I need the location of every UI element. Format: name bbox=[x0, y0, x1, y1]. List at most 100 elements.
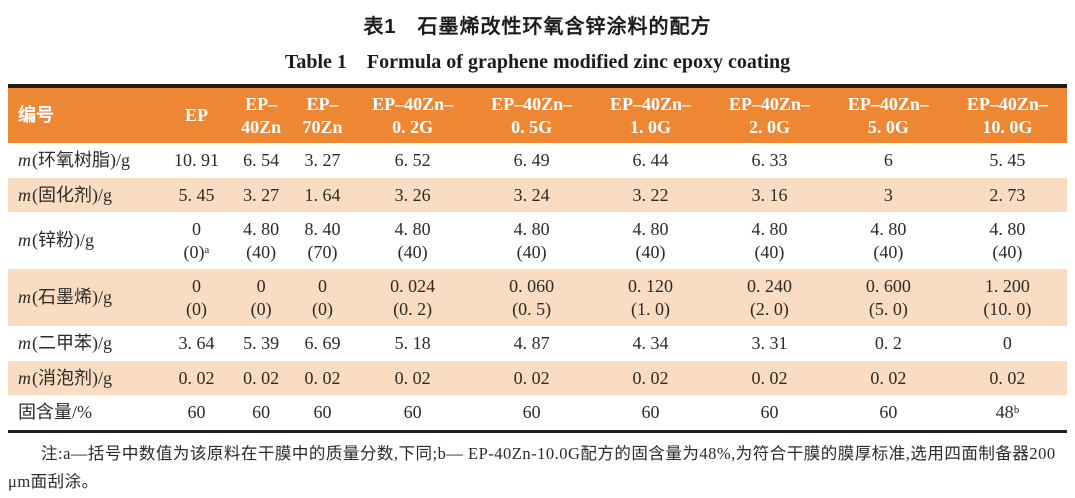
table-cell: 60 bbox=[403, 402, 422, 422]
table-row: m(环氧树脂)/g 10. 91 6. 54 3. 27 6. 52 6. 49 6. 44… bbox=[8, 143, 1067, 178]
table-cell: 0 (0) bbox=[312, 276, 333, 319]
table-cell: 6. 33 bbox=[751, 150, 788, 170]
column-header-sample: EP– 70Zn bbox=[291, 86, 354, 143]
table-cell: 60 bbox=[879, 402, 898, 422]
table-cell: 3. 27 bbox=[304, 150, 341, 170]
column-header-sample: EP–40Zn– 0. 5G bbox=[472, 86, 592, 143]
table-row: m(固化剂)/g 5. 45 3. 27 1. 64 3. 26 3. 24 3. 22 3.… bbox=[8, 177, 1067, 212]
table-cell: 6. 44 bbox=[632, 150, 669, 170]
column-header-sample: EP bbox=[162, 86, 231, 143]
table-cell: 0. 060 (0. 5) bbox=[509, 276, 555, 319]
table-cell: 4. 34 bbox=[632, 333, 669, 353]
row-label: m(消泡剂)/g bbox=[18, 367, 112, 388]
math-symbol-m: m bbox=[18, 150, 31, 170]
row-label: m(固化剂)/g bbox=[18, 184, 112, 205]
table-cell: 1. 64 bbox=[304, 184, 341, 205]
table-cell: 60 bbox=[313, 402, 332, 422]
table-cell: 3. 22 bbox=[632, 184, 669, 205]
column-header-id: 编号 bbox=[8, 86, 163, 143]
formula-table: 编号 EP EP– 40Zn EP– 70Zn EP–40Zn– 0. 2G EP–40Z… bbox=[8, 84, 1067, 433]
table-cell: 60 bbox=[641, 402, 660, 422]
table-cell: 4. 80 (40) bbox=[751, 219, 788, 262]
table-footnote: 注:a—括号中数值为该原料在干膜中的质量分数,下同;b— EP-40Zn-10.… bbox=[8, 443, 1056, 492]
table-body: m(环氧树脂)/g 10. 91 6. 54 3. 27 6. 52 6. 49 6. 44… bbox=[8, 143, 1067, 431]
table-cell: 10. 91 bbox=[173, 150, 219, 170]
table-cell: 0. 02 bbox=[304, 367, 341, 388]
table-cell: 6. 69 bbox=[304, 333, 341, 353]
table-caption: 表1 石墨烯改性环氧含锌涂料的配方 Table 1 Formula of gra… bbox=[8, 6, 1067, 74]
column-header-sample: EP–40Zn– 1. 0G bbox=[591, 86, 710, 143]
table-cell: 0. 024 (0. 2) bbox=[390, 276, 436, 319]
table-cell: 4. 87 bbox=[513, 333, 550, 353]
table-cell: 0. 02 bbox=[178, 367, 215, 388]
math-symbol-m: m bbox=[18, 287, 31, 308]
column-header-sample: EP–40Zn– 5. 0G bbox=[828, 86, 948, 143]
table-cell: 0. 02 bbox=[870, 367, 907, 388]
table-cell: 3. 26 bbox=[394, 184, 431, 205]
column-header-sample: EP–40Zn– 2. 0G bbox=[709, 86, 829, 143]
table-cell: 0. 02 bbox=[632, 367, 669, 388]
table-cell: 2. 73 bbox=[989, 184, 1026, 205]
column-header-sample: EP– 40Zn bbox=[230, 86, 292, 143]
table-cell: 4. 80 (40) bbox=[513, 219, 550, 262]
table-cell: 6. 54 bbox=[243, 150, 280, 170]
table-cell: 4. 80 (40) bbox=[394, 219, 431, 262]
table-cell: 4. 80 (40) bbox=[632, 219, 669, 262]
table-cell: 0. 02 bbox=[751, 367, 788, 388]
table-cell: 0 (0) bbox=[250, 276, 272, 319]
table-title-chinese: 表1 石墨烯改性环氧含锌涂料的配方 bbox=[363, 16, 712, 38]
table-header-row: 编号 EP EP– 40Zn EP– 70Zn EP–40Zn– 0. 2G EP–40Z… bbox=[8, 86, 1067, 143]
table-cell: 0. 02 bbox=[243, 367, 280, 388]
table-cell: 0. 600 (5. 0) bbox=[865, 276, 911, 319]
table-cell: 0. 2 bbox=[874, 333, 902, 353]
math-symbol-m: m bbox=[18, 184, 31, 205]
table-cell: 60 bbox=[760, 402, 779, 422]
table-row: m(消泡剂)/g 0. 02 0. 02 0. 02 0. 02 0. 02 0. 02 0.… bbox=[8, 360, 1067, 395]
table-cell: 6 bbox=[883, 150, 893, 170]
table-row: m(石墨烯)/g 0 (0) 0 (0) 0 (0) 0. 024 (0. 2) 0. 0… bbox=[8, 269, 1067, 326]
table-row: m(锌粉)/g 0 (0)ᵃ 4. 80 (40) 8. 40 (70) 4. 80 (… bbox=[8, 212, 1067, 269]
row-label: m(二甲苯)/g bbox=[18, 333, 112, 353]
table-cell: 0 bbox=[1002, 333, 1012, 353]
table-row: 固含量/% 60 60 60 60 60 60 60 60 48ᵇ bbox=[8, 395, 1067, 431]
table-cell: 3. 31 bbox=[751, 333, 788, 353]
table-cell: 8. 40 (70) bbox=[304, 219, 341, 262]
table-cell: 1. 200 (10. 0) bbox=[983, 276, 1032, 319]
table-cell: 4. 80 (40) bbox=[870, 219, 907, 262]
row-label: m(环氧树脂)/g bbox=[18, 150, 130, 170]
table-cell: 0. 120 (1. 0) bbox=[628, 276, 674, 319]
column-header-sample: EP–40Zn– 0. 2G bbox=[353, 86, 473, 143]
table-cell: 0. 02 bbox=[394, 367, 431, 388]
table-cell: 0 (0)ᵃ bbox=[183, 219, 210, 262]
math-symbol-m: m bbox=[18, 367, 31, 388]
table-row: m(二甲苯)/g 3. 64 5. 39 6. 69 5. 18 4. 87 4. 34 3.… bbox=[8, 326, 1067, 361]
table-cell: 5. 45 bbox=[178, 184, 215, 205]
table-title-english: Table 1 Formula of graphene modified zin… bbox=[284, 51, 791, 73]
table-cell: 4. 80 (40) bbox=[989, 219, 1026, 262]
table-cell: 5. 39 bbox=[243, 333, 280, 353]
column-header-sample: EP–40Zn– 10. 0G bbox=[947, 86, 1067, 143]
table-cell: 4. 80 (40) bbox=[243, 219, 280, 262]
table-cell: 5. 18 bbox=[394, 333, 431, 353]
table-cell: 6. 49 bbox=[513, 150, 550, 170]
math-symbol-m: m bbox=[18, 230, 31, 251]
row-label: 固含量/% bbox=[18, 402, 92, 422]
table-header: 编号 EP EP– 40Zn EP– 70Zn EP–40Zn– 0. 2G EP–40Z… bbox=[8, 86, 1067, 143]
table-cell: 3. 27 bbox=[243, 184, 280, 205]
table-cell: 3 bbox=[883, 184, 893, 205]
table-cell: 6. 52 bbox=[394, 150, 431, 170]
table-cell: 60 bbox=[522, 402, 541, 422]
table-cell: 60 bbox=[187, 402, 206, 422]
table-cell: 3. 64 bbox=[178, 333, 215, 353]
table-cell: 0. 02 bbox=[513, 367, 550, 388]
table-cell: 60 bbox=[252, 402, 271, 422]
table-cell: 0. 02 bbox=[989, 367, 1026, 388]
row-label: m(锌粉)/g bbox=[18, 230, 94, 251]
table-cell: 3. 24 bbox=[513, 184, 550, 205]
table-cell: 0 (0) bbox=[185, 276, 207, 319]
math-symbol-m: m bbox=[18, 333, 31, 353]
table-cell: 3. 16 bbox=[751, 184, 788, 205]
table-cell: 48ᵇ bbox=[995, 402, 1020, 422]
row-label: m(石墨烯)/g bbox=[18, 287, 112, 308]
